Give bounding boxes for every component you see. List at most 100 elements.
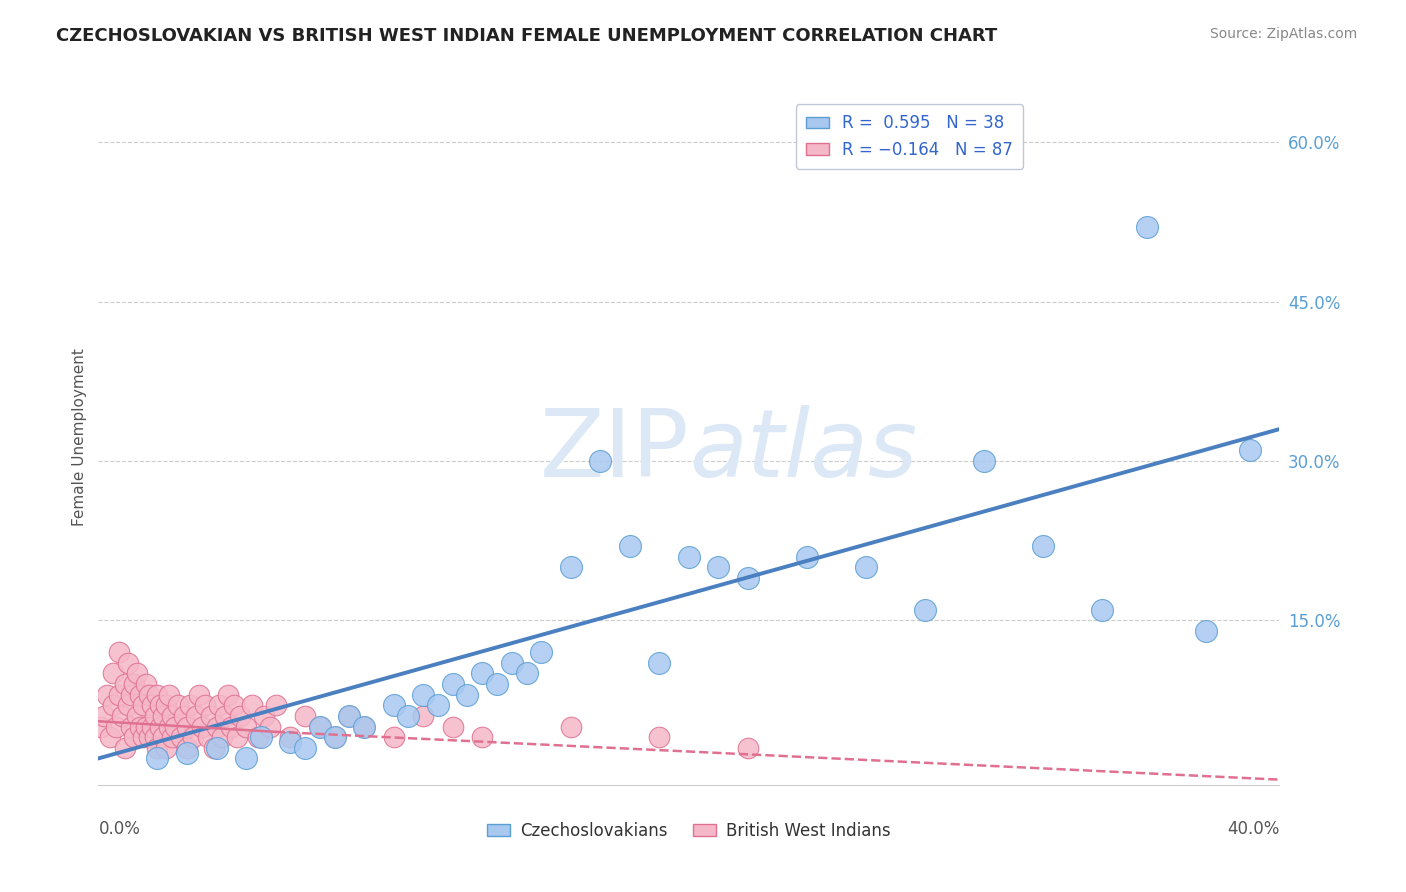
- Point: [471, 666, 494, 681]
- Point: [382, 698, 405, 713]
- Point: [143, 709, 166, 723]
- Point: [224, 698, 246, 713]
- Point: [138, 688, 160, 702]
- Point: [253, 709, 276, 723]
- Point: [176, 740, 198, 755]
- Point: [98, 730, 121, 744]
- Point: [294, 740, 316, 755]
- Point: [179, 698, 201, 713]
- Point: [122, 677, 145, 691]
- Point: [157, 688, 180, 702]
- Point: [648, 730, 671, 744]
- Point: [205, 720, 228, 734]
- Point: [146, 688, 169, 702]
- Point: [152, 730, 174, 744]
- Point: [191, 720, 214, 734]
- Point: [114, 740, 136, 755]
- Point: [176, 720, 198, 734]
- Point: [167, 698, 190, 713]
- Point: [1091, 603, 1114, 617]
- Point: [398, 709, 420, 723]
- Point: [149, 698, 172, 713]
- Point: [146, 751, 169, 765]
- Point: [280, 730, 302, 744]
- Point: [441, 677, 464, 691]
- Point: [589, 454, 612, 468]
- Point: [132, 730, 155, 744]
- Point: [250, 730, 273, 744]
- Point: [135, 720, 157, 734]
- Text: Source: ZipAtlas.com: Source: ZipAtlas.com: [1209, 27, 1357, 41]
- Point: [170, 730, 193, 744]
- Point: [141, 698, 163, 713]
- Point: [125, 709, 148, 723]
- Point: [128, 720, 150, 734]
- Point: [427, 698, 450, 713]
- Point: [221, 720, 243, 734]
- Point: [339, 709, 361, 723]
- Point: [457, 688, 479, 702]
- Point: [157, 720, 180, 734]
- Text: atlas: atlas: [689, 406, 917, 497]
- Point: [143, 730, 166, 744]
- Point: [516, 666, 538, 681]
- Point: [128, 688, 150, 702]
- Point: [226, 730, 249, 744]
- Point: [155, 698, 177, 713]
- Point: [194, 698, 217, 713]
- Point: [114, 677, 136, 691]
- Point: [90, 720, 112, 734]
- Point: [187, 688, 209, 702]
- Point: [471, 730, 494, 744]
- Point: [211, 730, 233, 744]
- Point: [412, 709, 434, 723]
- Point: [162, 709, 183, 723]
- Point: [280, 735, 302, 749]
- Point: [501, 656, 523, 670]
- Point: [707, 560, 730, 574]
- Point: [155, 740, 177, 755]
- Point: [737, 571, 759, 585]
- Point: [1195, 624, 1218, 638]
- Point: [560, 720, 582, 734]
- Point: [323, 730, 346, 744]
- Point: [353, 720, 375, 734]
- Text: 0.0%: 0.0%: [98, 820, 141, 838]
- Point: [125, 666, 148, 681]
- Point: [412, 688, 434, 702]
- Text: ZIP: ZIP: [540, 405, 689, 497]
- Point: [96, 688, 118, 702]
- Point: [103, 698, 125, 713]
- Point: [264, 698, 287, 713]
- Point: [197, 730, 219, 744]
- Point: [323, 730, 346, 744]
- Point: [146, 740, 169, 755]
- Point: [560, 560, 582, 574]
- Point: [108, 688, 131, 702]
- Point: [105, 720, 128, 734]
- Point: [214, 709, 236, 723]
- Point: [176, 746, 198, 760]
- Point: [208, 698, 231, 713]
- Point: [162, 730, 183, 744]
- Point: [678, 549, 700, 564]
- Point: [973, 454, 995, 468]
- Point: [486, 677, 509, 691]
- Point: [108, 645, 131, 659]
- Point: [855, 560, 877, 574]
- Point: [353, 720, 375, 734]
- Point: [138, 730, 160, 744]
- Point: [103, 666, 125, 681]
- Point: [648, 656, 671, 670]
- Point: [246, 730, 269, 744]
- Point: [217, 688, 239, 702]
- Legend: Czechoslovakians, British West Indians: Czechoslovakians, British West Indians: [481, 815, 897, 847]
- Point: [530, 645, 553, 659]
- Point: [111, 709, 134, 723]
- Point: [165, 720, 187, 734]
- Y-axis label: Female Unemployment: Female Unemployment: [72, 348, 87, 526]
- Point: [737, 740, 759, 755]
- Point: [229, 709, 252, 723]
- Point: [796, 549, 818, 564]
- Point: [441, 720, 464, 734]
